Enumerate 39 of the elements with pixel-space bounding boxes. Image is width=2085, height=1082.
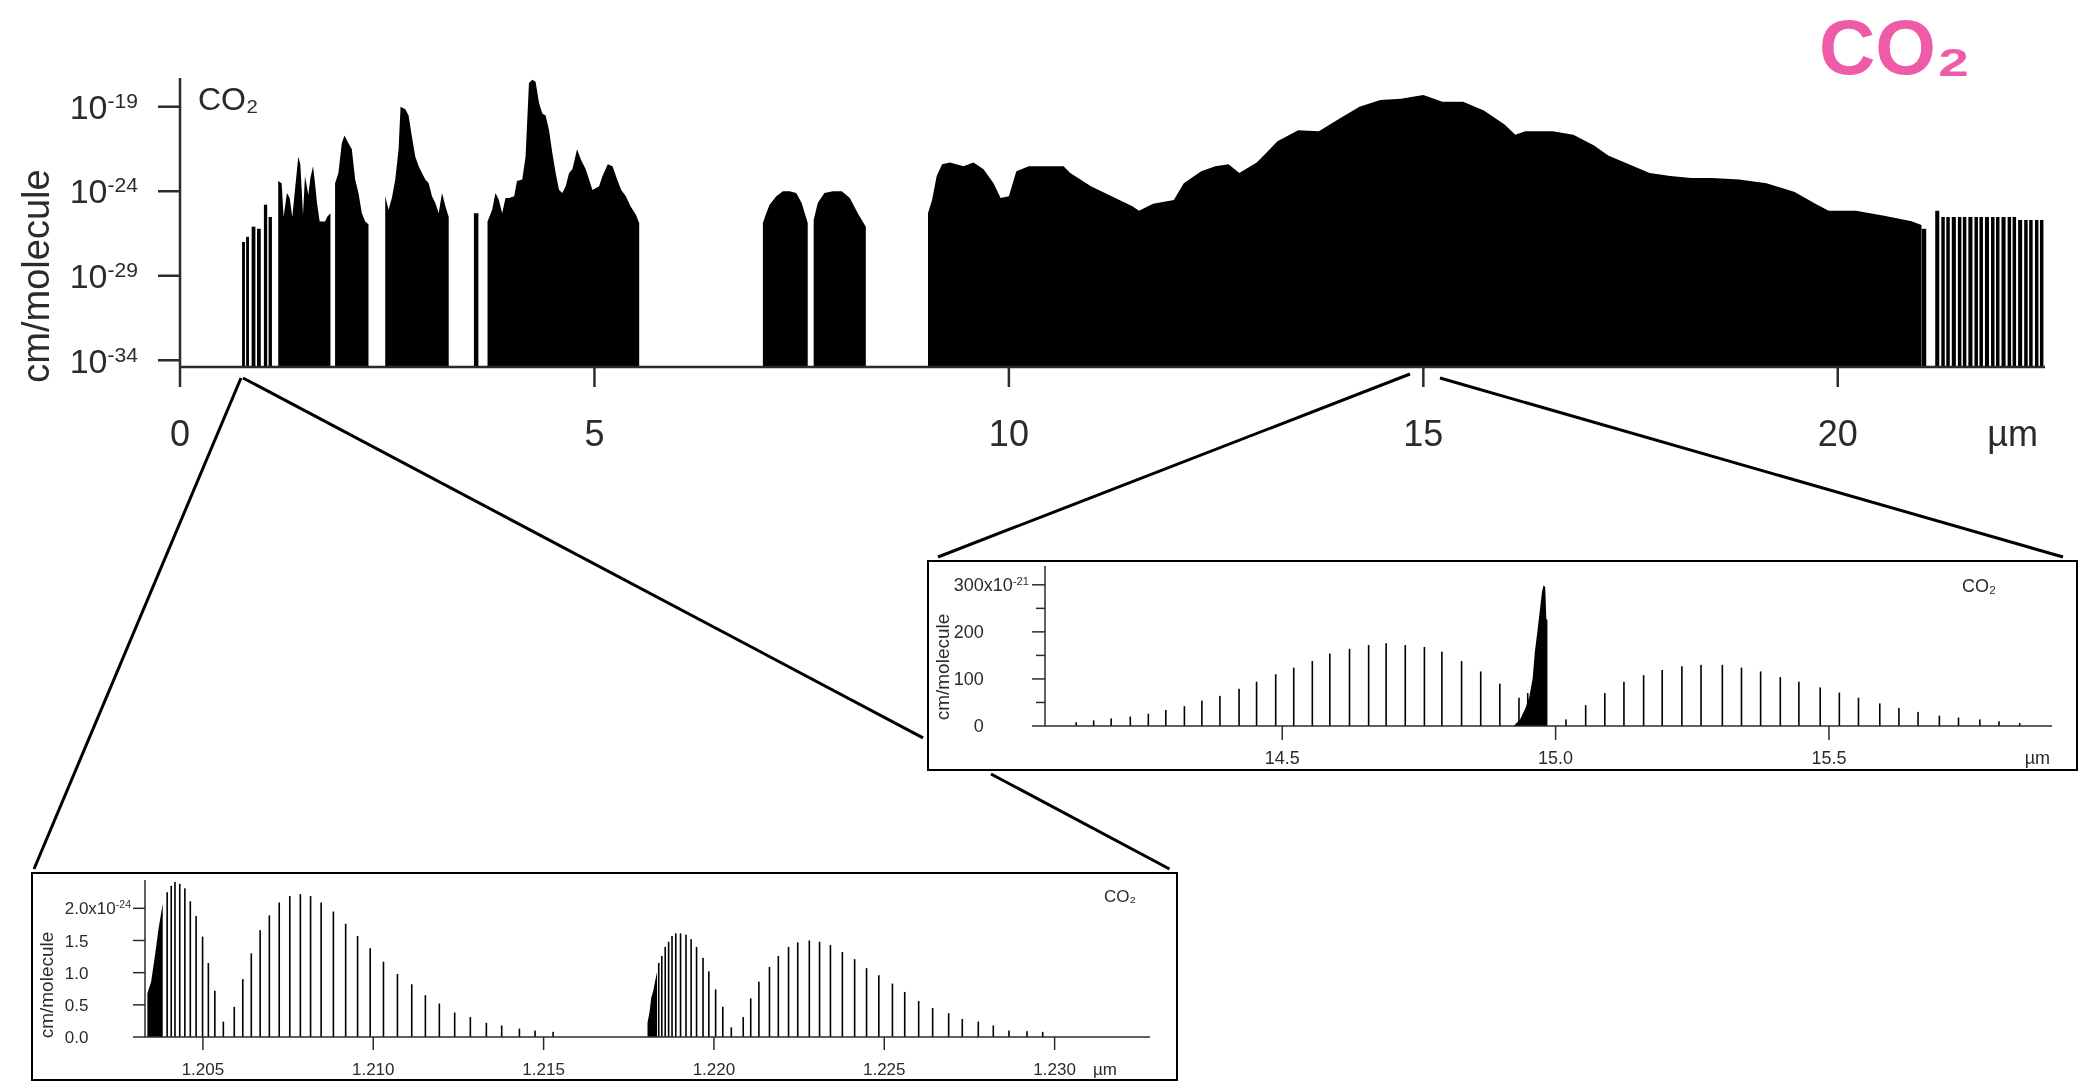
annotation: CO₂ [1104,887,1137,906]
chart-title: CO₂ [1819,3,1971,91]
y-tick-label: 10$^{-24}$ [69,172,139,211]
x-tick-label: 20 [1817,413,1858,454]
x-tick-label: 15.0 [1538,748,1574,768]
annotation: CO₂ [198,81,259,117]
y-tick-label: 100 [953,669,984,690]
y-tick-label: 0 [973,716,984,737]
y-axis-title: cm/molecule [15,169,57,383]
x-axis-title: µm [1987,413,2038,454]
y-tick-label: 10$^{-19}$ [69,87,138,126]
y-axis-title: cm/molecule [931,613,953,721]
x-tick-label: 0 [169,413,191,454]
x-tick-label: 14.5 [1264,748,1300,768]
y-tick-label: 200 [953,622,984,643]
x-tick-label: 15.5 [1811,748,1847,768]
y-tick-label: 0.0 [64,1028,89,1048]
y-tick-label: 10$^{-34}$ [69,341,139,380]
y-tick-label: 2.0 [64,899,89,919]
x-axis-title: µm [1093,1060,1117,1079]
x-tick-label: 5 [584,413,605,454]
x-tick-label: 1.215 [522,1060,565,1079]
x-tick-label: 1.220 [692,1060,736,1079]
y-tick-label: 1.5 [64,931,89,951]
y-tick-label: 10$^{-29}$ [69,257,138,295]
text: x10$^{-24}$ [88,898,132,919]
text: x10$^{-21}$ [983,575,1030,596]
y-axis-title: cm/molecule [35,931,57,1039]
x-tick-label: 15 [1403,413,1444,454]
x-tick-label: 10 [988,413,1029,454]
annotation: CO₂ [1962,576,1996,596]
x-tick-label: 1.225 [863,1060,906,1079]
y-tick-label: 1.0 [64,963,89,983]
x-tick-label: 1.210 [351,1060,395,1079]
y-tick-label: 0.5 [64,995,89,1015]
x-tick-label: 1.205 [181,1060,225,1079]
x-axis-title: µm [2024,748,2050,768]
y-tick-label: 300 [953,575,984,596]
x-tick-label: 1.230 [1033,1060,1076,1079]
